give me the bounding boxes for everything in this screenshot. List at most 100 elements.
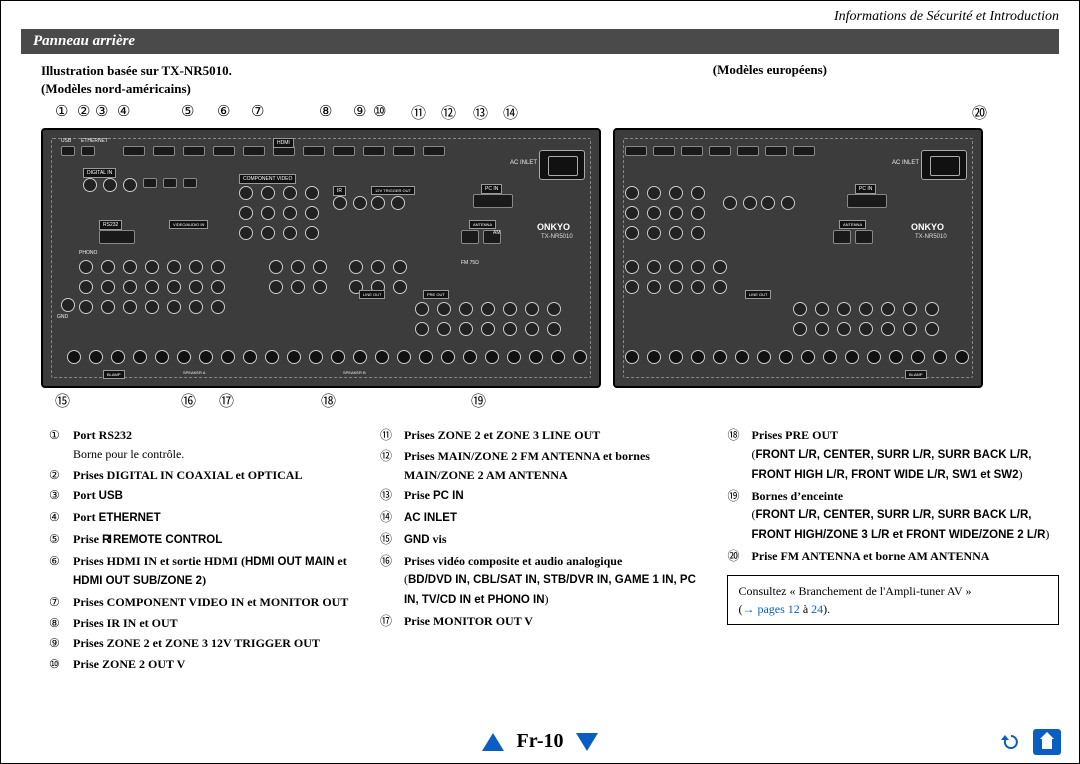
legend-num: ⑫ — [380, 447, 398, 484]
ac-inlet-eu — [921, 150, 967, 180]
fm-label: FM 75Ω — [461, 260, 479, 266]
home-icon[interactable] — [1033, 729, 1061, 755]
coax-port — [83, 178, 97, 192]
brand-text: ONKYO — [537, 222, 570, 232]
callout-6: ⑥ — [217, 102, 230, 121]
back-icon[interactable] — [999, 730, 1023, 754]
antenna-label: ANTENNA — [469, 220, 496, 229]
ac-inlet-label-eu: AC INLET — [892, 160, 919, 166]
coax-port — [103, 178, 117, 192]
preout-grid-eu — [793, 302, 939, 336]
doc-section-header: Informations de Sécurité et Introduction — [1, 1, 1079, 29]
legend-item: ⑲Bornes d’enceinte(FRONT L/R, CENTER, SU… — [727, 487, 1059, 545]
am-label: AM — [493, 230, 501, 236]
legend-num: ⑬ — [380, 486, 398, 506]
optical-port — [163, 178, 177, 188]
legend-num: ④ — [49, 508, 67, 528]
legend-text: Prises IR IN et OUT — [73, 614, 364, 633]
page-link[interactable]: pages 12 — [757, 602, 799, 616]
fm-jack — [833, 230, 851, 244]
hdmi-port — [213, 146, 235, 156]
legend-text: Prises DIGITAL IN COAXIAL et OPTICAL — [73, 466, 364, 485]
callout-3: ③ — [95, 102, 108, 121]
hdmi-port — [153, 146, 175, 156]
legend-item: ⑭AC INLET — [380, 508, 712, 528]
callout-12: ⑫ — [441, 102, 456, 123]
antenna-label-eu: ANTENNA — [839, 220, 866, 229]
legend-text: Prises ZONE 2 et ZONE 3 LINE OUT — [404, 426, 712, 445]
usb-label: USB — [61, 138, 71, 144]
legend-item: ⑧ Prises IR IN et OUT — [49, 614, 364, 633]
hdmi-port — [681, 146, 703, 156]
legend-item: ⑬ Prise PC IN — [380, 486, 712, 506]
legend-text: Prises COMPONENT VIDEO IN et MONITOR OUT — [73, 593, 364, 612]
legend-item: ④ Port ETHERNET — [49, 508, 364, 528]
ir-jack — [333, 196, 347, 210]
usb-port — [61, 146, 75, 156]
legend-item: ⑪ Prises ZONE 2 et ZONE 3 LINE OUT — [380, 426, 712, 445]
legend-num: ⑰ — [380, 612, 398, 631]
legend-item: ⑤Prise RI REMOTE CONTROL — [49, 530, 364, 550]
legend-num: ⑧ — [49, 614, 67, 633]
legend-item: ⑱Prises PRE OUT(FRONT L/R, CENTER, SURR … — [727, 426, 1059, 484]
hdmi-port — [393, 146, 415, 156]
rs232-port — [99, 230, 135, 244]
ir-jack — [723, 196, 737, 210]
page-link[interactable]: 24 — [811, 602, 823, 616]
legend-text: Prises ZONE 2 et ZONE 3 12V TRIGGER OUT — [73, 634, 364, 653]
legend-text: Port RS232Borne pour le contrôle. — [73, 426, 364, 463]
biamp-label: Bi-AMP — [103, 370, 125, 379]
legend-text: Port USB — [73, 486, 364, 506]
trigger-jack — [371, 196, 385, 210]
legend-num: ⑭ — [380, 508, 398, 528]
biamp-label-eu: Bi-AMP — [905, 370, 927, 379]
legend-num: ⑩ — [49, 655, 67, 674]
callout-1: ① — [55, 102, 68, 121]
hdmi-port — [737, 146, 759, 156]
legend-text: Prise PC IN — [404, 486, 712, 506]
legend-text: Prise MONITOR OUT V — [404, 612, 712, 631]
legend-num: ⑪ — [380, 426, 398, 445]
optical-port — [143, 178, 157, 188]
corner-nav-icons — [999, 729, 1061, 755]
am-jack — [855, 230, 873, 244]
legend-num: ⑲ — [727, 487, 745, 545]
hdmi-box-label: HDMI — [273, 138, 294, 148]
legend-item: ⑦Prises COMPONENT VIDEO IN et MONITOR OU… — [49, 593, 364, 612]
hdmi-port — [333, 146, 355, 156]
model-text: TX-NR5010 — [541, 234, 573, 240]
legend-col-3: ⑱Prises PRE OUT(FRONT L/R, CENTER, SURR … — [727, 426, 1059, 675]
component-ports-eu — [625, 186, 705, 240]
legend-item: ⑥Prises HDMI IN et sortie HDMI (HDMI OUT… — [49, 552, 364, 592]
diagram-row: ① ② ③ ④ ⑤ ⑥ ⑦ ⑧ ⑨ ⑩ ⑪ ⑫ ⑬ ⑭ — [1, 102, 1079, 414]
callout-row-bottom: ⑮ ⑯ ⑰ ⑱ ⑲ — [41, 390, 601, 414]
pc-in-port-eu — [847, 194, 887, 208]
prev-page-icon[interactable] — [482, 733, 504, 751]
legend-item: ⑨Prises ZONE 2 et ZONE 3 12V TRIGGER OUT — [49, 634, 364, 653]
rear-panel-na: USB ETHERNET HDMI DIGITAL IN — [41, 128, 601, 388]
legend-item: ②Prises DIGITAL IN COAXIAL et OPTICAL — [49, 466, 364, 485]
legend-col-1: ①Port RS232Borne pour le contrôle.②Prise… — [49, 426, 364, 675]
hdmi-port — [423, 146, 445, 156]
legend-text: Prise FM ANTENNA et borne AM ANTENNA — [751, 547, 1059, 566]
illustration-caption: Illustration basée sur TX-NR5010. — [41, 63, 232, 78]
ir-label: IR — [333, 186, 346, 196]
hdmi-port — [709, 146, 731, 156]
callout-19: ⑲ — [471, 390, 486, 411]
callout-15: ⑮ — [55, 390, 70, 411]
legend-text: Prises MAIN/ZONE 2 FM ANTENNA et bornes … — [404, 447, 712, 484]
next-page-icon[interactable] — [576, 733, 598, 751]
ir-jack — [743, 196, 757, 210]
cross-ref-note: Consultez « Branchement de l'Ampli-tuner… — [727, 575, 1059, 625]
hdmi-port — [303, 146, 325, 156]
preout-grid — [415, 302, 561, 336]
callout-5: ⑤ — [181, 102, 194, 121]
lineout-grid — [349, 260, 407, 294]
callout-7: ⑦ — [251, 102, 264, 121]
legend-text: Port ETHERNET — [73, 508, 364, 528]
legend-item: ⑩Prise ZONE 2 OUT V — [49, 655, 364, 674]
trigger-jack — [391, 196, 405, 210]
legend-num: ⑯ — [380, 552, 398, 610]
gnd-label: GND — [57, 314, 68, 320]
callout-2: ② — [77, 102, 90, 121]
